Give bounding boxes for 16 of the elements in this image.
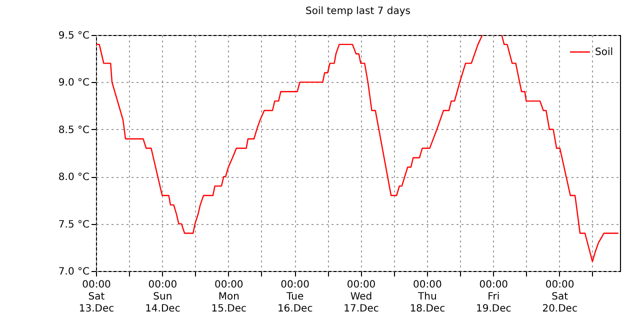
y-tick-label: 9.0 °C	[58, 78, 90, 89]
x-tick-label: 00:00 Tue 16.Dec	[277, 280, 313, 314]
chart-title: Soil temp last 7 days	[306, 6, 410, 17]
y-tick-label: 7.5 °C	[58, 219, 90, 230]
y-tick-label: 7.0 °C	[58, 266, 90, 278]
x-tick-label: 00:00 Fri 19.Dec	[476, 280, 512, 314]
x-tick-label: 00:00 Mon 15.Dec	[211, 280, 247, 314]
x-tick-label: 00:00 Thu 18.Dec	[410, 280, 446, 314]
y-tick-label: 8.5 °C	[58, 124, 90, 136]
x-tick-label: 00:00 Sun 14.Dec	[145, 280, 180, 314]
y-tick-label: 8.0 °C	[58, 172, 90, 184]
x-tick-label: 00:00 Sat 13.Dec	[78, 280, 114, 314]
y-tick-label: 9.5 °C	[58, 30, 90, 42]
x-tick-label: 00:00 Sat 20.Dec	[542, 280, 578, 314]
legend-label: Soil	[595, 47, 614, 58]
x-tick-label: 00:00 Wed 17.Dec	[344, 280, 379, 314]
